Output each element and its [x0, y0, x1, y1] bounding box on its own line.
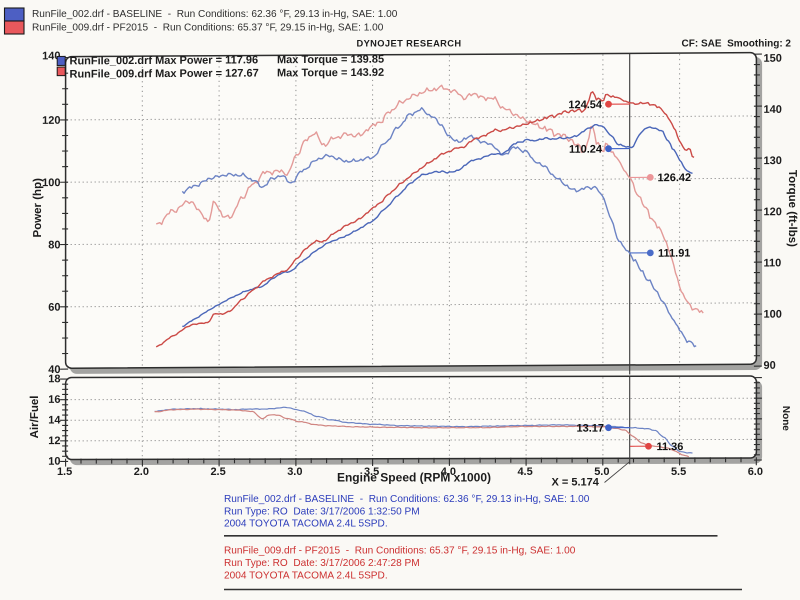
svg-text:Engine Speed (RPM x1000): Engine Speed (RPM x1000)	[337, 471, 491, 485]
svg-text:Air/Fuel: Air/Fuel	[29, 396, 41, 439]
svg-text:126.42: 126.42	[658, 172, 692, 184]
svg-text:100: 100	[764, 309, 782, 321]
svg-text:2004 TOYOTA TACOMA 2.4L 5SPD.: 2004 TOYOTA TACOMA 2.4L 5SPD.	[224, 571, 388, 582]
svg-text:110.24: 110.24	[569, 144, 603, 156]
svg-text:40: 40	[48, 364, 60, 376]
svg-text:6.0: 6.0	[748, 466, 763, 478]
svg-text:2.0: 2.0	[134, 466, 149, 478]
svg-text:2004 TOYOTA TACOMA 2.4L 5SPD.: 2004 TOYOTA TACOMA 2.4L 5SPD.	[224, 519, 388, 530]
svg-text:14: 14	[48, 414, 61, 426]
svg-text:Run Type: RO Date: 3/17/2006: Run Type: RO Date: 3/17/2006 2:47:28 PM	[224, 558, 420, 569]
svg-text:RunFile_002.drf - BASELINE -: RunFile_002.drf - BASELINE - Run Conditi…	[224, 494, 590, 505]
svg-text:5.0: 5.0	[594, 466, 609, 478]
svg-text:120: 120	[764, 206, 782, 218]
svg-text:13.17: 13.17	[576, 423, 604, 435]
svg-text:12: 12	[48, 435, 60, 447]
svg-text:CF: SAE Smoothing: 2: CF: SAE Smoothing: 2	[682, 39, 792, 50]
svg-text:140: 140	[42, 50, 60, 62]
svg-text:DYNOJET RESEARCH: DYNOJET RESEARCH	[356, 39, 461, 49]
svg-text:RunFile_009.drf - PF2015 - R: RunFile_009.drf - PF2015 - Run Condition…	[224, 546, 576, 557]
svg-text:10: 10	[48, 456, 60, 468]
svg-text:Max Torque = 139.85: Max Torque = 139.85	[277, 54, 384, 67]
svg-text:4.0: 4.0	[441, 466, 456, 478]
svg-text:150: 150	[764, 53, 782, 65]
svg-text:16: 16	[48, 394, 60, 406]
svg-text:Power (hp): Power (hp)	[32, 178, 44, 238]
svg-text:18: 18	[48, 373, 60, 385]
svg-text:130: 130	[764, 155, 782, 167]
svg-text:RunFile_009.drf Max Power = 12: RunFile_009.drf Max Power = 127.67	[70, 68, 259, 81]
svg-text:80: 80	[48, 239, 60, 251]
svg-text:3.0: 3.0	[287, 466, 302, 478]
svg-text:60: 60	[48, 302, 60, 314]
svg-text:1.5: 1.5	[57, 466, 72, 478]
svg-text:RunFile_009.drf - PF2015 - R: RunFile_009.drf - PF2015 - Run Condition…	[32, 23, 384, 34]
svg-text:111.91: 111.91	[658, 248, 690, 260]
svg-text:120: 120	[42, 115, 60, 127]
svg-text:Max Torque = 143.92: Max Torque = 143.92	[277, 67, 384, 80]
svg-text:2.5: 2.5	[210, 466, 225, 478]
svg-text:Run Type: RO Date: 3/17/2006: Run Type: RO Date: 3/17/2006 1:32:50 PM	[224, 506, 420, 517]
svg-text:100: 100	[42, 177, 60, 189]
svg-text:90: 90	[764, 360, 776, 372]
svg-text:4.5: 4.5	[517, 466, 532, 478]
svg-text:None: None	[780, 406, 791, 431]
svg-text:11.36: 11.36	[657, 441, 684, 453]
svg-text:3.5: 3.5	[364, 466, 379, 478]
svg-text:5.5: 5.5	[671, 466, 686, 478]
svg-text:124.54: 124.54	[568, 99, 603, 111]
svg-text:RunFile_002.drf - BASELINE -: RunFile_002.drf - BASELINE - Run Conditi…	[32, 9, 398, 20]
svg-text:Torque (ft-lbs): Torque (ft-lbs)	[786, 170, 798, 247]
svg-text:X = 5.174: X = 5.174	[552, 476, 600, 488]
svg-text:140: 140	[764, 104, 782, 116]
svg-text:110: 110	[764, 257, 782, 269]
svg-text:RunFile_002.drf Max Power = 11: RunFile_002.drf Max Power = 117.96	[70, 54, 259, 67]
